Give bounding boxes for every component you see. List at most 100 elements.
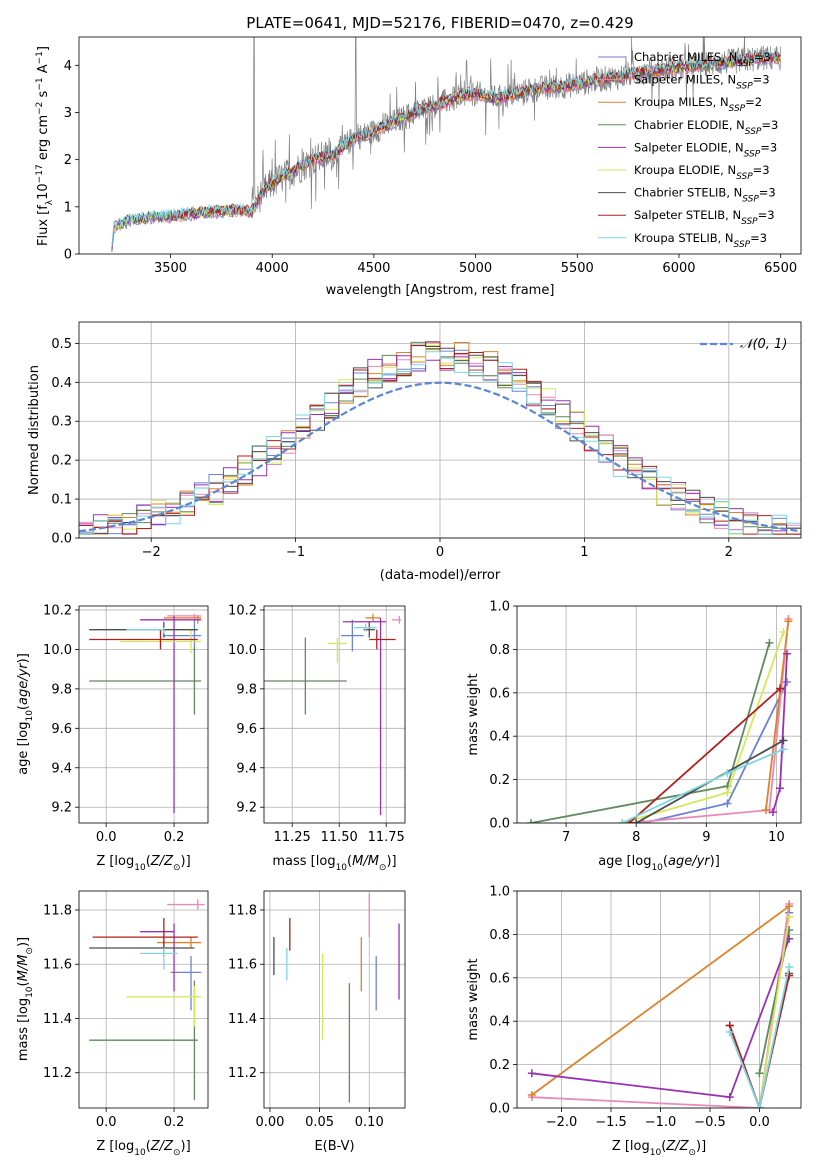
axes-mass_vs_EBV: 0.00 0.05 0.10 11.2 11.4 11.6 11.8 E(B-V) <box>228 890 406 1154</box>
weight-marker <box>782 649 791 658</box>
weight-series-salpeter-elodie <box>527 934 794 1102</box>
x-tick-label: 0.2 <box>164 1115 185 1130</box>
x-tick-label: −0.5 <box>694 1115 726 1130</box>
weight-series-chabrier-elodie <box>755 926 794 1078</box>
legend-label-salpeter-miles: Salpeter MILES, NSSP=3 <box>634 73 770 92</box>
y-tick-label: 10.0 <box>43 643 72 658</box>
weight-marker <box>632 819 641 823</box>
y-axis-label: Normed distribution <box>27 365 42 495</box>
label-part: Z [log <box>96 1139 134 1154</box>
label-part: SSP <box>742 195 759 205</box>
label-part: λ <box>45 199 55 205</box>
weight-line <box>765 621 790 811</box>
y-tick-label: 4 <box>64 59 72 74</box>
label-part: ( <box>663 854 668 869</box>
x-tick-label: 0.2 <box>164 830 185 845</box>
weight-marker <box>779 745 788 754</box>
y-tick-label: 0.8 <box>489 928 510 943</box>
x-tick-label: 0.05 <box>305 1115 334 1130</box>
x-tick-label: 10 <box>768 830 785 845</box>
label-part: ( <box>661 1139 666 1154</box>
weight-series-kroupa-elodie <box>618 628 788 823</box>
label-part: )] <box>16 653 31 663</box>
errorbar-point-chabrier-miles <box>341 619 364 652</box>
label-part: )] <box>181 1139 191 1154</box>
label-part: ] <box>36 46 51 51</box>
plot-area <box>111 37 782 252</box>
errorbar-point-chabrier-elodie <box>264 637 347 715</box>
y-tick-label: 11.6 <box>43 958 72 973</box>
x-tick-label: −1.0 <box>645 1115 677 1130</box>
weight-marker <box>618 819 627 823</box>
y-tick-label: 0.8 <box>489 643 510 658</box>
label-part: SSP <box>736 82 753 92</box>
label-part: )] <box>16 937 31 947</box>
errorbar-point-salpeter-stelib <box>92 918 198 946</box>
errorbar-point-chabrier-miles <box>163 619 202 652</box>
y-tick-label: 9.4 <box>51 761 72 776</box>
y-tick-label: 10.2 <box>228 603 257 618</box>
label-part: ⊙ <box>25 947 35 955</box>
label-part: −17 <box>35 164 45 183</box>
x-tick-label: 5500 <box>561 261 594 276</box>
x-tick-label: −1.5 <box>595 1115 627 1130</box>
errorbar-point-kroupa-stelib <box>126 627 165 634</box>
y-tick-label: 10.0 <box>228 643 257 658</box>
x-tick-label: 4500 <box>357 261 390 276</box>
label-part: −1 <box>35 77 45 90</box>
label-part: M/M <box>16 955 31 982</box>
label-part: )] <box>386 854 396 869</box>
label-part: =3 <box>760 140 777 154</box>
y-axis-label: mass weight <box>466 958 481 1040</box>
weight-series-chabrier-elodie <box>527 638 774 823</box>
x-tick-label: 4000 <box>256 261 289 276</box>
x-tick-label: −2.0 <box>546 1115 578 1130</box>
label-part: Z/Z <box>665 1139 689 1154</box>
axes-weight_vs_Z: −2.0 −1.5 −1.0 −0.5 0.0 0.0 0.2 0.4 0.6 0.8 1.0 Z [… <box>466 885 802 1158</box>
y-tick-label: 0.0 <box>489 817 510 832</box>
x-tick-label: 5000 <box>459 261 492 276</box>
y-tick-label: 0.0 <box>489 1102 510 1117</box>
weight-line <box>531 905 790 1096</box>
label-part: age/yr <box>16 662 31 705</box>
x-tick-label: 6000 <box>662 261 695 276</box>
weight-marker <box>765 638 774 647</box>
y-tick-label: 9.4 <box>236 761 257 776</box>
y-tick-label: 11.4 <box>43 1012 72 1027</box>
y-tick-label: 0.1 <box>51 493 72 508</box>
y-tick-label: 0.6 <box>489 971 510 986</box>
label-part: SSP <box>734 240 751 250</box>
label-part: A <box>36 64 51 77</box>
x-tick-label: 0.0 <box>96 830 117 845</box>
weight-series-kroupa-miles <box>761 617 793 814</box>
x-tick-label: 11.25 <box>274 830 311 845</box>
y-tick-label: 0.6 <box>489 686 510 701</box>
legend-label-salpeter-elodie: Salpeter ELODIE, NSSP=3 <box>634 140 777 159</box>
y-tick-label: 11.6 <box>228 958 257 973</box>
axes-frame <box>263 890 406 1109</box>
x-tick-label: 3500 <box>154 261 187 276</box>
label-part: SSP <box>744 149 761 159</box>
weight-marker <box>725 1093 734 1102</box>
y-axis-label: mass weight <box>466 673 481 755</box>
y-tick-label: 11.4 <box>228 1012 257 1027</box>
weight-marker <box>723 788 732 797</box>
label-part: SSP <box>741 217 758 227</box>
label-part: mass [log <box>16 998 31 1061</box>
axes-residuals: −2 −1 0 1 2 0.0 0.1 0.2 0.3 0.4 0.5 𝒩(0, 1) (data-mo… <box>27 321 802 583</box>
y-tick-label: 0.0 <box>51 532 72 547</box>
label-part: Flux [f <box>36 205 51 246</box>
legend-label-kroupa-stelib: Kroupa STELIB, NSSP=3 <box>634 231 767 250</box>
label-part: SSP <box>736 172 753 182</box>
x-tick-label: 6500 <box>764 261 797 276</box>
label-part: 10 <box>25 986 35 998</box>
x-tick-label: 0.0 <box>96 1115 117 1130</box>
weight-marker <box>527 1090 536 1099</box>
label-part: 10 <box>36 183 51 200</box>
legend-label-kroupa-elodie: Kroupa ELODIE, NSSP=3 <box>634 163 770 182</box>
weight-series-kroupa-stelib <box>618 745 788 823</box>
weight-line <box>758 916 790 1108</box>
label-part: Chabrier STELIB, N <box>634 186 742 200</box>
label-part: age/yr <box>668 854 711 869</box>
axes-frame <box>78 890 209 1109</box>
